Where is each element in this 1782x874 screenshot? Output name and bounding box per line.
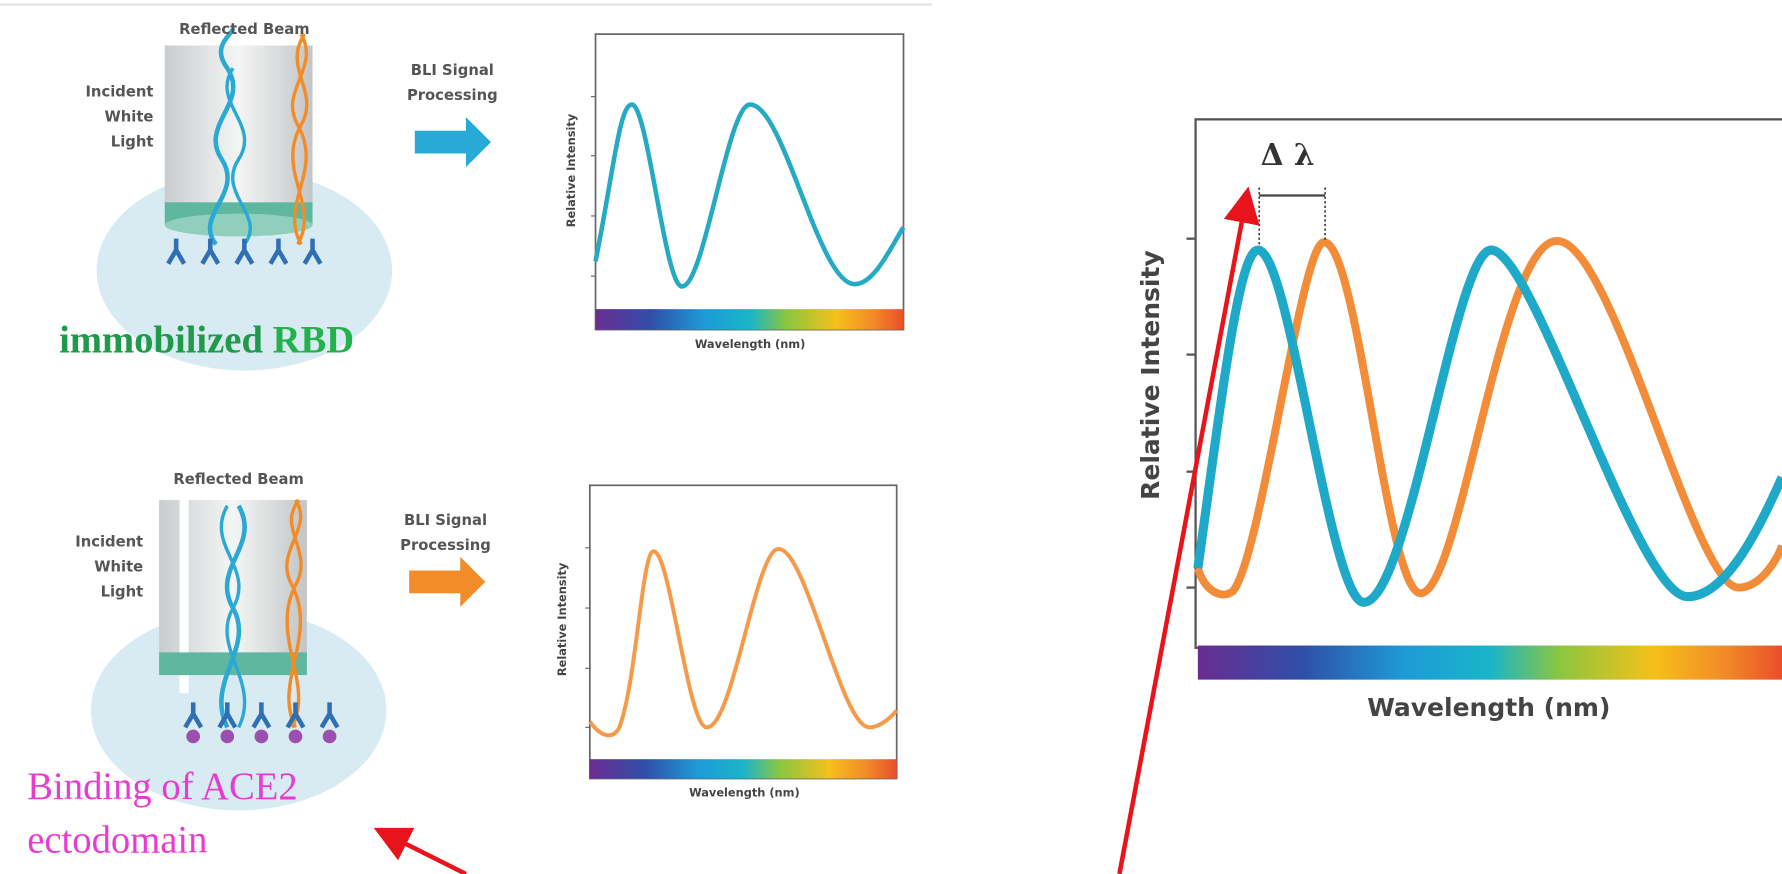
caption: ectodomain: [27, 819, 207, 861]
x-axis-label: Wavelength (nm): [689, 786, 800, 800]
caption-word: immobilized: [59, 319, 263, 361]
reflected-label: Reflected Beam: [173, 471, 304, 488]
sensor-bottom: [90, 499, 486, 811]
chart-top: [590, 33, 906, 331]
y-axis-label: Relative Intensity: [564, 113, 578, 227]
processing-label: BLI Signal: [411, 62, 494, 79]
y-axis-label: Relative Intensity: [1136, 250, 1165, 500]
x-axis-label: Wavelength (nm): [1367, 693, 1610, 722]
processing-label: Processing: [407, 87, 498, 104]
reflected-label: Reflected Beam: [179, 21, 309, 38]
x-axis-label: Wavelength (nm): [695, 337, 805, 351]
incident-label: Light: [101, 584, 144, 601]
chart-zoom: [1186, 118, 1782, 680]
processing-label: Processing: [400, 537, 491, 554]
incident-label: Incident: [75, 534, 143, 551]
caption: immobilized RBD: [59, 319, 354, 361]
chart-bottom: [585, 484, 899, 780]
caption-word: RBD: [273, 319, 355, 361]
delta-label: Δ λ: [1261, 137, 1315, 172]
processing-label: BLI Signal: [404, 512, 487, 529]
arrow: [1117, 186, 1260, 874]
incident-label: White: [94, 559, 143, 576]
y-axis-label: Relative Intensity: [555, 562, 569, 676]
sensor-top: [96, 27, 491, 371]
incident-label: Light: [111, 134, 154, 151]
incident-label: Incident: [85, 84, 153, 101]
incident-label: White: [104, 109, 153, 126]
arrow: [373, 827, 467, 874]
caption: Binding of ACE2: [27, 766, 297, 808]
